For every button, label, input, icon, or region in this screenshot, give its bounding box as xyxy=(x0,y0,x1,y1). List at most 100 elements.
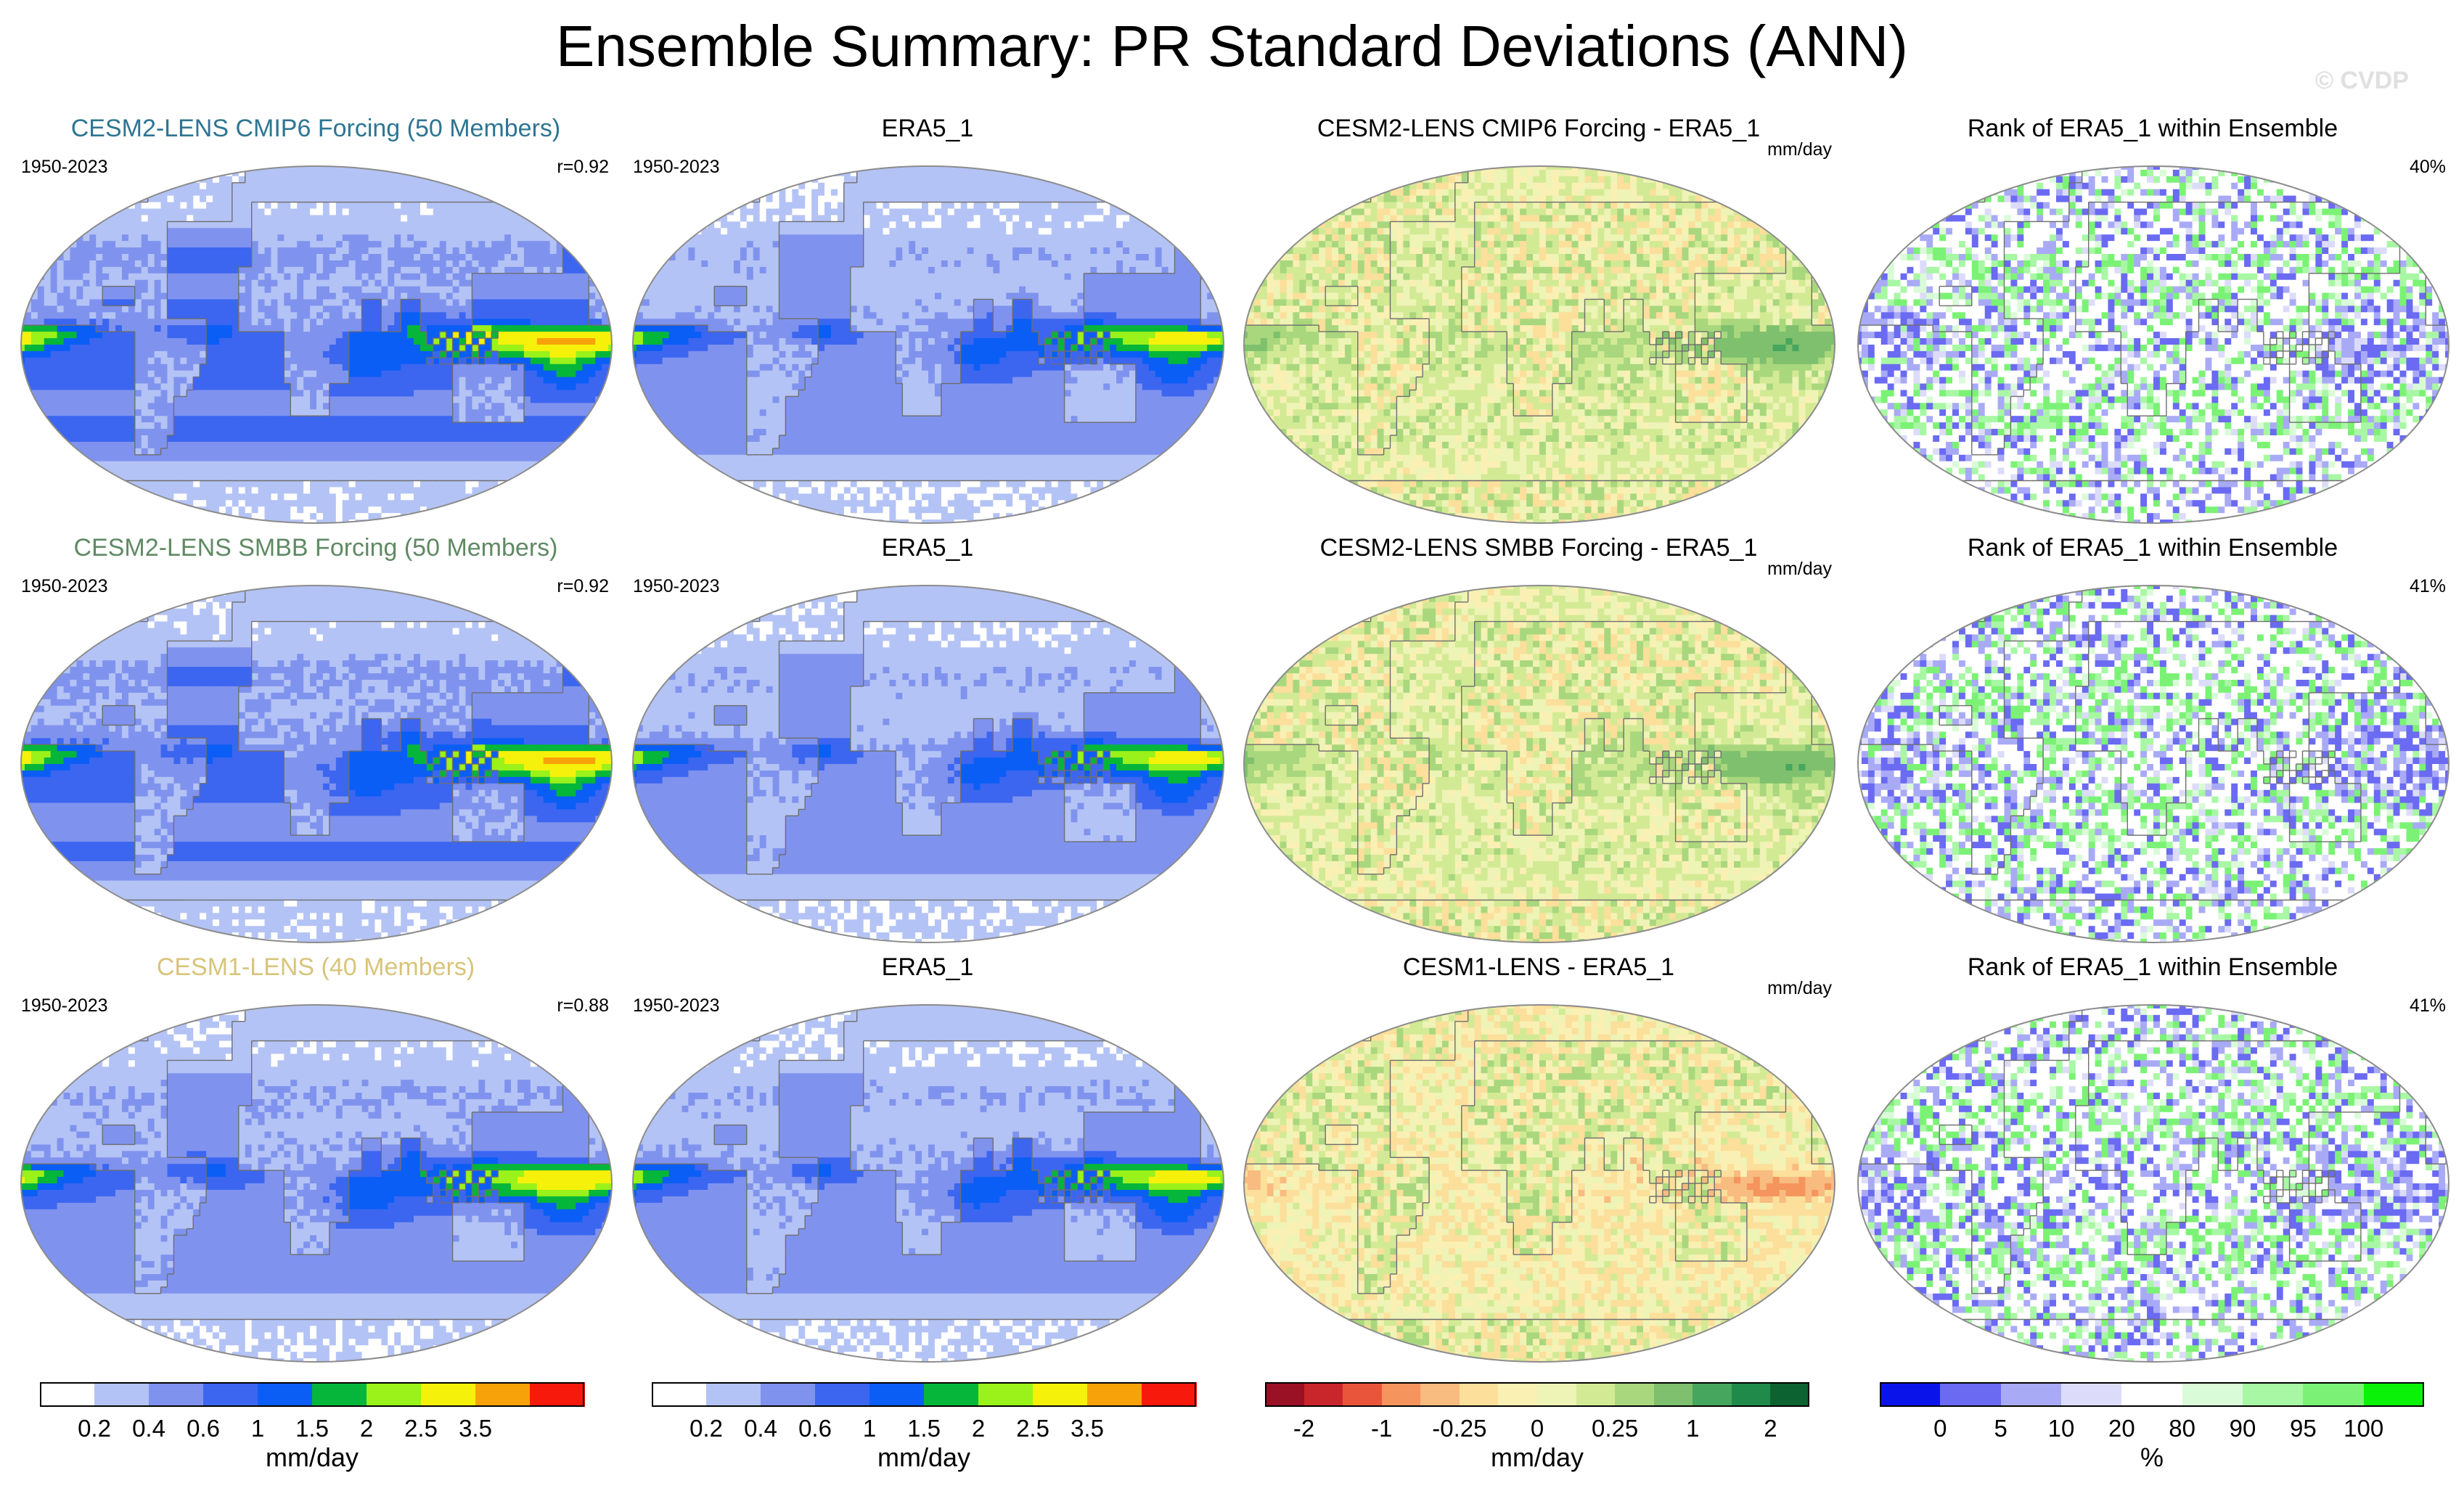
map-cell xyxy=(394,267,401,274)
map-cell xyxy=(239,267,246,274)
map-cell xyxy=(356,260,363,268)
map-cell xyxy=(303,338,311,345)
map-cell xyxy=(122,176,129,184)
map-cell xyxy=(38,461,45,469)
map-cell xyxy=(401,409,408,416)
map-cell xyxy=(394,319,401,326)
map-cell xyxy=(187,345,194,352)
map-cell xyxy=(466,371,473,378)
map-cell xyxy=(70,461,77,469)
map-cell xyxy=(271,274,278,281)
map-cell xyxy=(472,377,479,385)
map-cell xyxy=(44,371,52,378)
map-cell xyxy=(148,422,155,430)
map-cell xyxy=(142,461,149,469)
map-cell xyxy=(563,209,570,216)
map-cell xyxy=(356,189,363,197)
map-cell xyxy=(343,455,350,462)
map-cell xyxy=(277,241,285,248)
map-cell xyxy=(161,300,168,307)
map-cell xyxy=(356,305,363,313)
map-cell xyxy=(517,170,525,177)
map-cell xyxy=(537,429,544,436)
map-cell xyxy=(115,506,123,514)
map-cell xyxy=(343,390,350,398)
map-cell xyxy=(64,345,71,352)
map-cell xyxy=(89,487,97,494)
map-cell xyxy=(122,274,129,281)
map-cell xyxy=(550,351,557,358)
map-cell xyxy=(310,241,317,248)
map-cell xyxy=(265,202,272,210)
map-cell xyxy=(102,461,110,469)
map-cell xyxy=(576,196,583,203)
map-cell xyxy=(504,300,512,307)
map-cell xyxy=(368,351,375,358)
map-cell xyxy=(193,221,200,229)
map-cell xyxy=(517,280,525,287)
map-cell xyxy=(109,280,116,287)
map-cell xyxy=(109,461,116,469)
map-cell xyxy=(557,351,564,358)
map-cell xyxy=(485,390,492,398)
map-cell xyxy=(504,487,512,494)
map-cell xyxy=(187,403,194,410)
map-cell xyxy=(524,170,531,177)
map-cell xyxy=(245,448,253,456)
map-cell xyxy=(511,422,518,430)
map-cell xyxy=(206,435,213,443)
map-cell xyxy=(200,183,207,190)
map-cell xyxy=(446,390,454,398)
map-cell xyxy=(381,455,388,462)
map-cell xyxy=(330,358,337,365)
map-cell xyxy=(330,247,337,255)
map-cell xyxy=(531,409,538,416)
map-cell xyxy=(330,170,337,177)
map-cell xyxy=(349,422,356,430)
map-cell xyxy=(569,234,576,242)
map-cell xyxy=(485,384,492,391)
map-cell xyxy=(122,371,129,378)
map-cell xyxy=(356,364,363,371)
map-cell xyxy=(206,409,213,416)
map-cell xyxy=(271,377,278,385)
map-cell xyxy=(219,506,226,514)
map-cell xyxy=(180,429,187,436)
map-cell xyxy=(290,481,298,488)
map-cell xyxy=(310,293,317,300)
map-cell xyxy=(459,422,467,430)
map-cell xyxy=(213,312,220,319)
map-cell xyxy=(135,260,142,268)
map-cell xyxy=(109,325,116,332)
map-cell xyxy=(226,287,233,294)
map-cell xyxy=(173,312,181,319)
map-cell xyxy=(414,461,421,469)
map-cell xyxy=(258,475,266,482)
map-cell xyxy=(109,351,116,358)
map-cell xyxy=(277,475,285,482)
map-cell xyxy=(491,247,499,255)
map-cell xyxy=(472,468,479,475)
map-cell xyxy=(115,234,123,242)
map-cell xyxy=(504,170,512,177)
map-cell xyxy=(18,189,25,197)
map-cell xyxy=(472,429,479,436)
map-cell xyxy=(407,287,414,294)
map-cell xyxy=(76,215,83,222)
map-cell xyxy=(582,241,589,248)
map-cell xyxy=(76,403,83,410)
map-cell xyxy=(374,189,382,197)
map-cell xyxy=(31,358,38,365)
map-cell xyxy=(232,176,240,184)
map-cell xyxy=(168,390,175,398)
map-cell xyxy=(472,305,479,313)
map-cell xyxy=(576,189,583,197)
map-cell xyxy=(187,254,194,261)
map-cell xyxy=(459,241,467,248)
map-cell xyxy=(446,396,454,403)
map-cell xyxy=(200,287,207,294)
map-cell xyxy=(446,293,454,300)
map-cell xyxy=(96,202,103,210)
map-cell xyxy=(498,241,505,248)
map-cell xyxy=(504,247,512,255)
